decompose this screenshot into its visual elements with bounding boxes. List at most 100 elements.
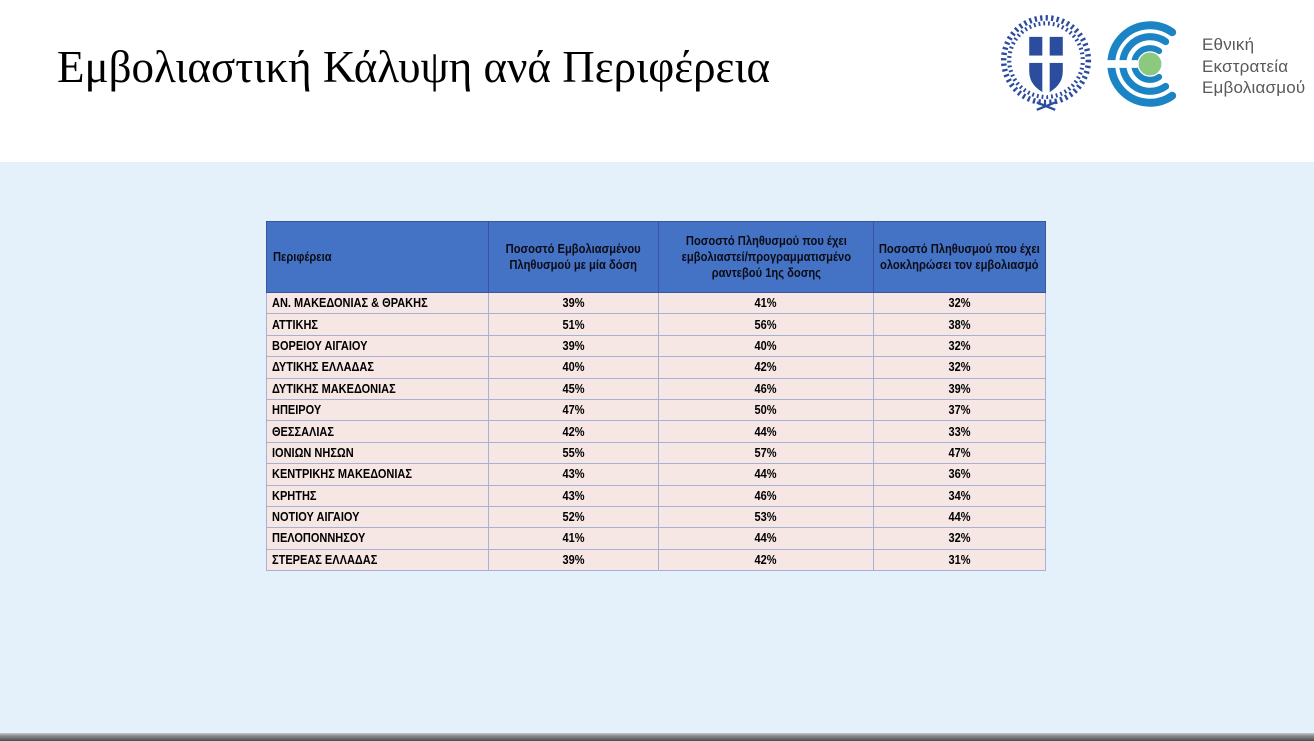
percentage-cell: 37% <box>873 398 1046 422</box>
cell-text: 39% <box>562 338 585 353</box>
percentage-cell: 38% <box>873 313 1046 336</box>
percentage-cell: 51% <box>488 313 659 336</box>
campaign-text-line: Εθνική <box>1202 35 1255 54</box>
region-name-cell: ΔΥΤΙΚΗΣ ΕΛΛΑΔΑΣ <box>266 356 489 379</box>
table-body: ΑΝ. ΜΑΚΕΔΟΝΙΑΣ & ΘΡΑΚΗΣ 39% 41% 32% ΑΤΤΙΚΗΣ 5… <box>266 291 1046 572</box>
percentage-cell: 47% <box>873 441 1046 465</box>
percentage-cell: 32% <box>873 527 1046 550</box>
cell-text: 47% <box>948 445 971 460</box>
cell-text: ΝΟΤΙΟΥ ΑΙΓΑΙΟΥ <box>272 510 360 525</box>
percentage-cell: 41% <box>488 527 659 550</box>
cell-text: 39% <box>948 381 971 396</box>
percentage-cell: 34% <box>873 484 1046 507</box>
region-name-cell: ΗΠΕΙΡΟΥ <box>266 398 489 422</box>
percentage-cell: 45% <box>488 377 659 400</box>
cell-text: ΗΠΕΙΡΟΥ <box>272 403 322 418</box>
column-header-text: Ποσοστό Πληθυσμού που έχει ολοκληρώσει τ… <box>879 241 1040 272</box>
header-band: Εμβολιαστική Κάλυψη ανά Περιφέρεια <box>0 0 1314 162</box>
cell-text: ΑΝ. ΜΑΚΕΔΟΝΙΑΣ & ΘΡΑΚΗΣ <box>272 296 428 311</box>
cell-text: 36% <box>948 467 971 482</box>
percentage-cell: 42% <box>658 356 874 379</box>
percentage-cell: 33% <box>873 420 1046 443</box>
percentage-cell: 44% <box>658 420 874 443</box>
percentage-cell: 43% <box>488 484 659 507</box>
percentage-cell: 47% <box>488 398 659 422</box>
percentage-cell: 44% <box>873 505 1046 529</box>
percentage-cell: 40% <box>658 334 874 358</box>
table-row: ΑΤΤΙΚΗΣ 51% 56% 38% <box>266 313 1046 336</box>
cell-text: ΚΕΝΤΡΙΚΗΣ ΜΑΚΕΔΟΝΙΑΣ <box>272 467 412 482</box>
table-row: ΘΕΣΣΑΛΙΑΣ 42% 44% 33% <box>266 420 1046 443</box>
cell-text: ΚΡΗΤΗΣ <box>272 488 317 503</box>
percentage-cell: 42% <box>488 420 659 443</box>
cell-text: 42% <box>754 360 778 375</box>
cell-text: 32% <box>948 296 971 311</box>
cell-text: 37% <box>948 403 971 418</box>
cell-text: 41% <box>754 296 778 311</box>
logo-row: Εθνική Εκστρατεία Εμβολιασμού <box>1000 6 1305 118</box>
cell-text: 32% <box>948 360 971 375</box>
vaccination-campaign-logo-icon <box>1106 21 1177 107</box>
coverage-table: Περιφέρεια Ποσοστό Εμβολιασμένου Πληθυσμ… <box>266 221 1046 572</box>
region-name-cell: ΠΕΛΟΠΟΝΝΗΣΟΥ <box>266 527 489 550</box>
percentage-cell: 39% <box>488 548 659 572</box>
percentage-cell: 46% <box>658 377 874 400</box>
cell-text: 39% <box>562 296 585 311</box>
percentage-cell: 39% <box>873 377 1046 400</box>
cell-text: 34% <box>948 488 971 503</box>
percentage-cell: 55% <box>488 441 659 465</box>
percentage-cell: 57% <box>658 441 874 465</box>
region-name-cell: ΣΤΕΡΕΑΣ ΕΛΛΑΔΑΣ <box>266 548 489 572</box>
region-name-cell: ΒΟΡΕΙΟΥ ΑΙΓΑΙΟΥ <box>266 334 489 358</box>
column-header-text: Περιφέρεια <box>273 249 332 264</box>
cell-text: ΙΟΝΙΩΝ ΝΗΣΩΝ <box>272 445 354 460</box>
cell-text: 42% <box>754 552 778 567</box>
column-header-one-dose: Ποσοστό Εμβολιασμένου Πληθυσμού με μία δ… <box>488 221 659 293</box>
percentage-cell: 53% <box>658 505 874 529</box>
column-header-text: Ποσοστό Πληθυσμού που έχει εμβολιαστεί/π… <box>681 233 851 281</box>
region-name-cell: ΙΟΝΙΩΝ ΝΗΣΩΝ <box>266 441 489 465</box>
percentage-cell: 36% <box>873 463 1046 486</box>
percentage-cell: 40% <box>488 356 659 379</box>
percentage-cell: 42% <box>658 548 874 572</box>
cell-text: 52% <box>562 510 585 525</box>
cell-text: 40% <box>562 360 585 375</box>
percentage-cell: 44% <box>658 463 874 486</box>
column-header-region: Περιφέρεια <box>266 221 489 293</box>
cell-text: 51% <box>562 317 585 332</box>
table-row: ΔΥΤΙΚΗΣ ΕΛΛΑΔΑΣ 40% 42% 32% <box>266 356 1046 379</box>
cell-text: 46% <box>754 488 778 503</box>
cell-text: ΣΤΕΡΕΑΣ ΕΛΛΑΔΑΣ <box>272 552 378 567</box>
cell-text: ΔΥΤΙΚΗΣ ΕΛΛΑΔΑΣ <box>272 360 374 375</box>
cell-text: 44% <box>754 467 778 482</box>
region-name-cell: ΝΟΤΙΟΥ ΑΙΓΑΙΟΥ <box>266 505 489 529</box>
region-name-cell: ΘΕΣΣΑΛΙΑΣ <box>266 420 489 443</box>
cell-text: 44% <box>948 510 971 525</box>
cell-text: 47% <box>562 403 585 418</box>
percentage-cell: 50% <box>658 398 874 422</box>
page-title: Εμβολιαστική Κάλυψη ανά Περιφέρεια <box>57 42 771 92</box>
cell-text: 43% <box>562 467 585 482</box>
cell-text: 44% <box>754 531 778 546</box>
cell-text: ΑΤΤΙΚΗΣ <box>272 317 319 332</box>
percentage-cell: 32% <box>873 356 1046 379</box>
cell-text: 44% <box>754 424 778 439</box>
column-header-vaccinated-or-scheduled: Ποσοστό Πληθυσμού που έχει εμβολιαστεί/π… <box>658 221 874 293</box>
cell-text: 50% <box>754 403 778 418</box>
cell-text: 46% <box>754 381 778 396</box>
table-row: ΠΕΛΟΠΟΝΝΗΣΟΥ 41% 44% 32% <box>266 527 1046 550</box>
cell-text: 53% <box>754 510 778 525</box>
cell-text: 32% <box>948 531 971 546</box>
table-row: ΔΥΤΙΚΗΣ ΜΑΚΕΔΟΝΙΑΣ 45% 46% 39% <box>266 377 1046 400</box>
cell-text: 43% <box>562 488 585 503</box>
percentage-cell: 32% <box>873 334 1046 358</box>
cell-text: 31% <box>948 552 971 567</box>
table-header: Περιφέρεια Ποσοστό Εμβολιασμένου Πληθυσμ… <box>266 221 1046 293</box>
cell-text: ΠΕΛΟΠΟΝΝΗΣΟΥ <box>272 531 366 546</box>
table-row: ΣΤΕΡΕΑΣ ΕΛΛΑΔΑΣ 39% 42% 31% <box>266 548 1046 572</box>
campaign-text-line: Εμβολιασμού <box>1202 78 1306 97</box>
cell-text: ΔΥΤΙΚΗΣ ΜΑΚΕΔΟΝΙΑΣ <box>272 381 396 396</box>
cell-text: 32% <box>948 338 971 353</box>
region-name-cell: ΚΡΗΤΗΣ <box>266 484 489 507</box>
cell-text: 42% <box>562 424 585 439</box>
